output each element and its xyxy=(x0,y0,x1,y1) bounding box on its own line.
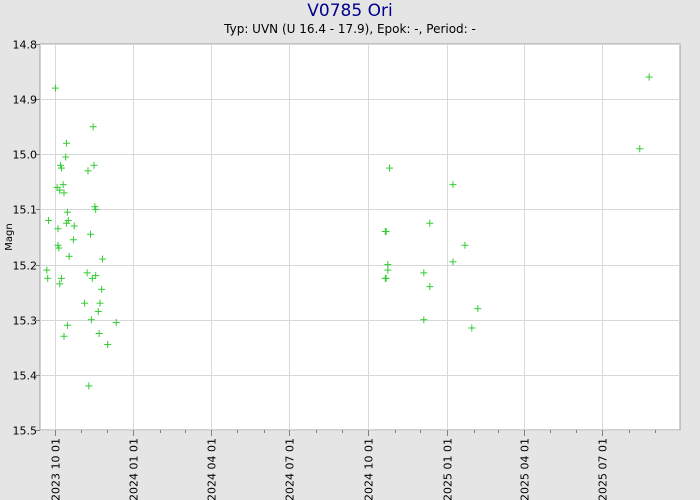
data-point xyxy=(60,332,68,340)
y-tick-label: 15.2 xyxy=(13,260,38,273)
x-tick-label: 2024 07 01 xyxy=(284,438,297,500)
data-point xyxy=(56,280,64,288)
data-point xyxy=(87,230,95,238)
data-point xyxy=(420,316,428,324)
chart-title: V0785 Ori xyxy=(307,1,393,21)
data-point xyxy=(426,219,434,227)
data-point xyxy=(426,283,434,291)
data-point xyxy=(90,161,98,169)
data-point xyxy=(63,321,71,329)
data-point xyxy=(84,167,92,175)
data-point xyxy=(95,330,103,337)
data-point xyxy=(51,84,59,92)
data-point xyxy=(112,318,120,326)
data-point xyxy=(92,272,100,280)
data-point xyxy=(63,208,71,216)
data-points xyxy=(43,73,653,390)
data-point xyxy=(59,181,67,189)
data-point xyxy=(645,73,653,81)
y-tick-label: 14.8 xyxy=(13,39,38,52)
x-tick-label: 2024 04 01 xyxy=(206,438,219,500)
data-point xyxy=(386,164,394,172)
data-point xyxy=(63,139,71,147)
data-point xyxy=(85,382,93,390)
x-tick-label: 2023 10 01 xyxy=(50,438,63,500)
data-point xyxy=(57,274,65,282)
data-point xyxy=(99,255,107,263)
y-tick-label: 15.0 xyxy=(13,149,38,162)
data-point xyxy=(382,274,390,282)
data-point xyxy=(43,266,51,274)
plot-area xyxy=(39,43,681,431)
x-tick-label: 2025 07 01 xyxy=(597,438,610,500)
data-point xyxy=(87,316,95,324)
data-point xyxy=(69,236,77,244)
data-point xyxy=(64,216,72,224)
x-tick-label: 2024 10 01 xyxy=(363,438,376,500)
y-axis: 14.8 14.9 15.0 15.1 15.2 15.3 15.4 15.5 xyxy=(13,39,40,438)
x-tick-label: 2025 01 01 xyxy=(442,438,455,500)
y-tick-label: 14.9 xyxy=(13,94,38,107)
data-point xyxy=(62,153,70,161)
data-point xyxy=(81,299,89,307)
data-point xyxy=(636,145,644,153)
data-point xyxy=(474,305,482,313)
data-point xyxy=(449,181,457,189)
data-point xyxy=(89,123,97,131)
data-point xyxy=(56,186,64,194)
data-point xyxy=(57,164,65,172)
data-point xyxy=(382,227,390,235)
data-point xyxy=(420,269,428,277)
y-tick-label: 15.4 xyxy=(13,370,38,383)
data-point xyxy=(468,324,476,332)
y-tick-label: 15.5 xyxy=(13,425,38,438)
y-axis-label: Magn xyxy=(4,223,15,250)
data-point xyxy=(45,216,53,224)
data-point xyxy=(449,258,457,266)
data-point xyxy=(60,189,68,197)
data-point xyxy=(55,244,63,252)
data-point xyxy=(92,205,100,213)
data-point xyxy=(83,269,91,277)
data-point xyxy=(44,274,52,282)
y-tick-label: 15.1 xyxy=(13,204,38,217)
data-point xyxy=(98,285,106,293)
data-point xyxy=(461,241,469,249)
grid-lines xyxy=(40,44,680,431)
data-point xyxy=(104,341,112,349)
data-point xyxy=(96,299,104,307)
data-point xyxy=(54,225,62,233)
data-point xyxy=(70,222,78,230)
chart-subtitle: Typ: UVN (U 16.4 - 17.9), Epok: -, Perio… xyxy=(224,22,476,36)
x-axis: 2023 10 01 2024 01 01 2024 04 01 2024 07 01… xyxy=(50,430,656,500)
data-point xyxy=(384,266,392,274)
data-point xyxy=(94,307,102,315)
x-tick-label: 2025 04 01 xyxy=(519,438,532,500)
data-point xyxy=(65,252,73,260)
x-tick-label: 2024 01 01 xyxy=(128,438,141,500)
y-tick-label: 15.3 xyxy=(13,315,38,328)
